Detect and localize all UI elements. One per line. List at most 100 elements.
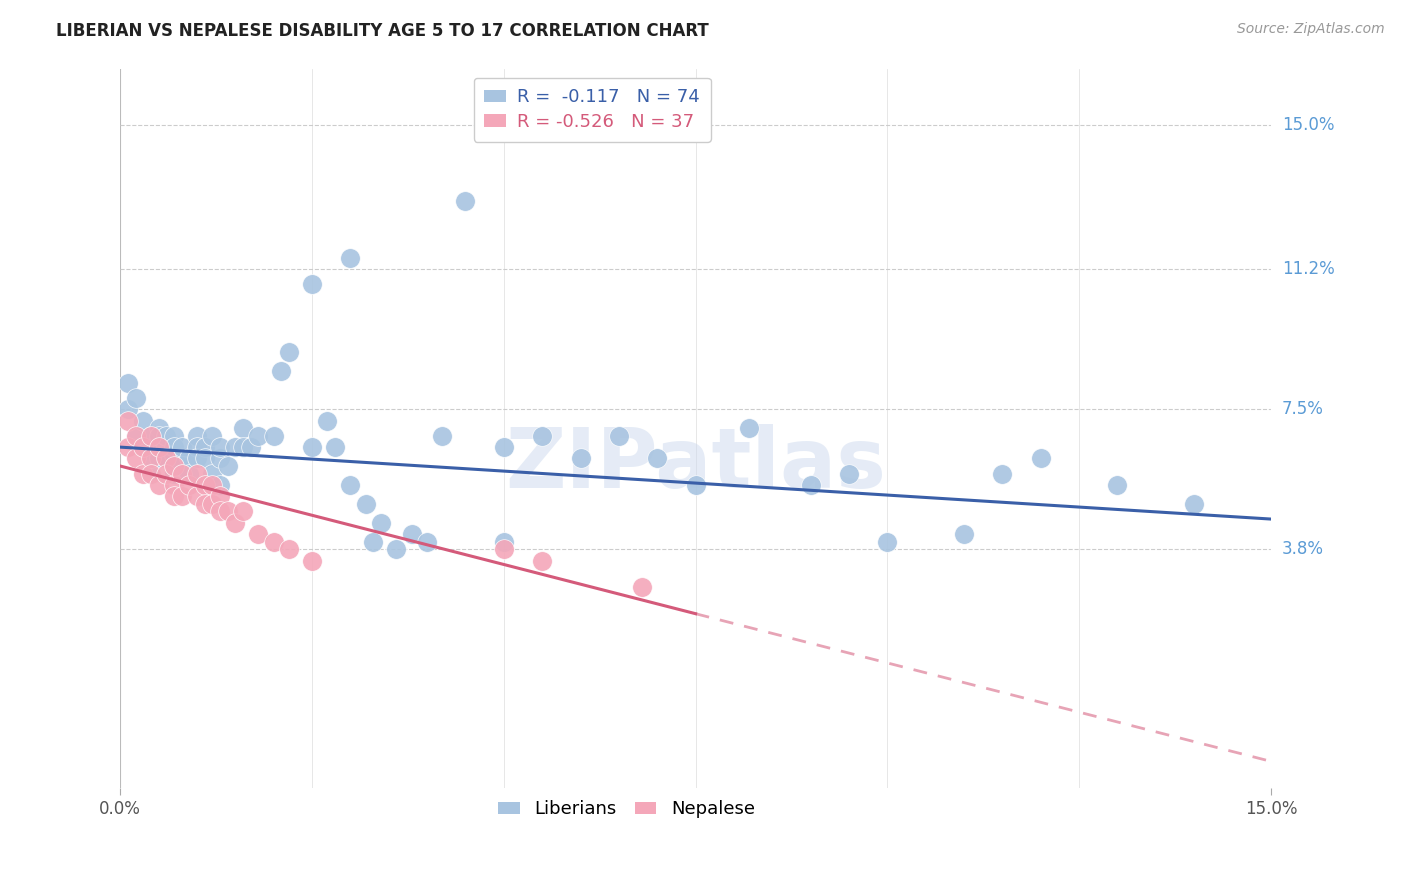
- Point: [492, 542, 515, 557]
- Point: [117, 376, 139, 390]
- Point: [278, 345, 301, 359]
- Point: [800, 478, 823, 492]
- Point: [201, 478, 224, 492]
- Point: [124, 391, 146, 405]
- Point: [991, 467, 1014, 481]
- Point: [208, 504, 231, 518]
- Point: [163, 440, 186, 454]
- Point: [163, 448, 186, 462]
- Point: [645, 451, 668, 466]
- Point: [301, 277, 323, 292]
- Point: [738, 421, 761, 435]
- Point: [163, 429, 186, 443]
- Point: [124, 429, 146, 443]
- Point: [163, 489, 186, 503]
- Text: 3.8%: 3.8%: [1282, 541, 1324, 558]
- Point: [179, 478, 201, 492]
- Point: [163, 478, 186, 492]
- Point: [186, 440, 208, 454]
- Point: [1107, 478, 1129, 492]
- Point: [416, 534, 439, 549]
- Point: [148, 451, 170, 466]
- Point: [201, 497, 224, 511]
- Legend: Liberians, Nepalese: Liberians, Nepalese: [491, 793, 762, 826]
- Point: [217, 504, 239, 518]
- Point: [148, 440, 170, 454]
- Point: [186, 429, 208, 443]
- Point: [117, 402, 139, 417]
- Point: [132, 467, 155, 481]
- Point: [170, 458, 193, 473]
- Point: [263, 429, 285, 443]
- Point: [155, 451, 177, 466]
- Point: [531, 554, 554, 568]
- Point: [170, 440, 193, 454]
- Text: Source: ZipAtlas.com: Source: ZipAtlas.com: [1237, 22, 1385, 37]
- Point: [232, 504, 254, 518]
- Point: [170, 489, 193, 503]
- Point: [139, 451, 162, 466]
- Point: [163, 467, 186, 481]
- Point: [224, 440, 246, 454]
- Point: [354, 497, 377, 511]
- Point: [247, 527, 270, 541]
- Point: [607, 429, 630, 443]
- Point: [531, 429, 554, 443]
- Point: [139, 429, 162, 443]
- Point: [270, 364, 292, 378]
- Text: 11.2%: 11.2%: [1282, 260, 1334, 278]
- Point: [186, 451, 208, 466]
- Point: [953, 527, 976, 541]
- Point: [124, 429, 146, 443]
- Point: [194, 478, 217, 492]
- Point: [117, 414, 139, 428]
- Point: [492, 440, 515, 454]
- Point: [569, 451, 592, 466]
- Point: [139, 467, 162, 481]
- Point: [201, 467, 224, 481]
- Point: [838, 467, 860, 481]
- Point: [278, 542, 301, 557]
- Point: [363, 534, 385, 549]
- Point: [163, 458, 186, 473]
- Point: [208, 489, 231, 503]
- Point: [339, 478, 361, 492]
- Point: [339, 251, 361, 265]
- Point: [139, 467, 162, 481]
- Text: ZIPatlas: ZIPatlas: [505, 424, 886, 505]
- Point: [685, 478, 707, 492]
- Point: [1182, 497, 1205, 511]
- Point: [247, 429, 270, 443]
- Point: [301, 554, 323, 568]
- Point: [232, 440, 254, 454]
- Point: [370, 516, 392, 530]
- Point: [155, 451, 177, 466]
- Point: [385, 542, 408, 557]
- Point: [117, 440, 139, 454]
- Text: LIBERIAN VS NEPALESE DISABILITY AGE 5 TO 17 CORRELATION CHART: LIBERIAN VS NEPALESE DISABILITY AGE 5 TO…: [56, 22, 709, 40]
- Text: 7.5%: 7.5%: [1282, 401, 1324, 418]
- Point: [179, 467, 201, 481]
- Point: [208, 478, 231, 492]
- Point: [148, 429, 170, 443]
- Point: [239, 440, 262, 454]
- Point: [186, 467, 208, 481]
- Point: [179, 451, 201, 466]
- Point: [224, 516, 246, 530]
- Point: [631, 580, 654, 594]
- Point: [194, 440, 217, 454]
- Point: [432, 429, 454, 443]
- Point: [1029, 451, 1052, 466]
- Point: [217, 458, 239, 473]
- Point: [139, 451, 162, 466]
- Text: 15.0%: 15.0%: [1282, 116, 1334, 135]
- Point: [316, 414, 339, 428]
- Point: [155, 440, 177, 454]
- Point: [876, 534, 898, 549]
- Point: [454, 194, 477, 208]
- Point: [132, 440, 155, 454]
- Point: [170, 451, 193, 466]
- Point: [201, 429, 224, 443]
- Point: [155, 467, 177, 481]
- Point: [323, 440, 346, 454]
